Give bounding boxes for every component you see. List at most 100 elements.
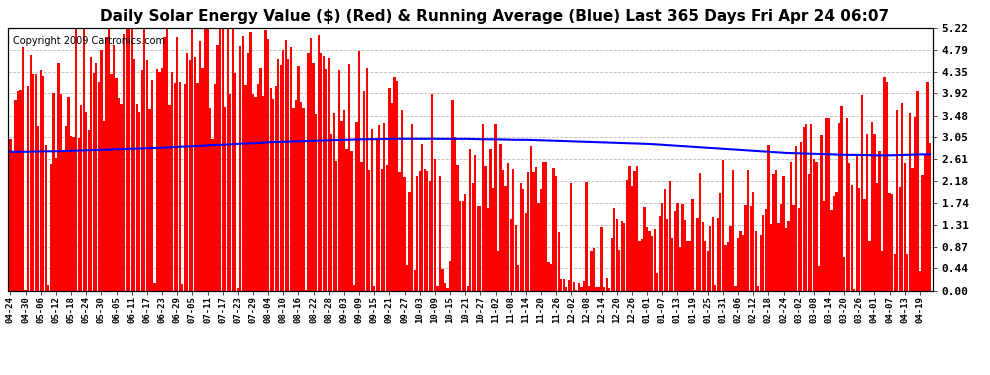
Bar (54, 158, 57, 291)
Bar (267, 39, 269, 291)
Bar (752, 192, 754, 291)
Bar (815, 162, 818, 291)
Bar (860, 94, 863, 291)
Bar (515, 225, 517, 291)
Bar (863, 199, 865, 291)
Bar (631, 186, 633, 291)
Bar (285, 40, 287, 291)
Bar (178, 82, 181, 291)
Bar (770, 224, 772, 291)
Bar (434, 159, 436, 291)
Bar (494, 124, 497, 291)
Bar (471, 183, 474, 291)
Bar (550, 264, 552, 291)
Bar (704, 241, 706, 291)
Bar (232, 28, 234, 291)
Bar (32, 74, 35, 291)
Bar (469, 149, 471, 291)
Bar (150, 80, 153, 291)
Bar (477, 206, 479, 291)
Bar (497, 251, 499, 291)
Bar (40, 70, 42, 291)
Bar (313, 63, 315, 291)
Bar (360, 162, 362, 291)
Bar (603, 288, 605, 291)
Bar (373, 286, 375, 291)
Bar (247, 53, 249, 291)
Bar (90, 57, 92, 291)
Bar (535, 166, 537, 291)
Bar (629, 166, 631, 291)
Bar (866, 134, 868, 291)
Bar (606, 278, 608, 291)
Bar (30, 56, 32, 291)
Bar (855, 155, 858, 291)
Bar (679, 247, 681, 291)
Bar (302, 108, 305, 291)
Bar (461, 201, 463, 291)
Bar (59, 94, 62, 291)
Bar (479, 206, 481, 291)
Bar (186, 53, 188, 291)
Bar (103, 120, 105, 291)
Bar (245, 86, 247, 291)
Bar (489, 149, 492, 291)
Bar (593, 248, 595, 291)
Bar (82, 28, 85, 291)
Bar (697, 218, 699, 291)
Bar (370, 129, 373, 291)
Bar (20, 90, 22, 291)
Bar (199, 40, 201, 291)
Bar (922, 175, 924, 291)
Bar (927, 82, 929, 291)
Bar (290, 47, 292, 291)
Bar (782, 176, 785, 291)
Bar (562, 279, 565, 291)
Bar (421, 144, 424, 291)
Bar (272, 99, 274, 291)
Bar (853, 288, 855, 291)
Bar (775, 170, 777, 291)
Bar (318, 35, 320, 291)
Bar (838, 123, 841, 291)
Bar (709, 226, 712, 291)
Bar (401, 110, 403, 291)
Bar (805, 124, 808, 291)
Bar (206, 28, 209, 291)
Bar (858, 188, 860, 291)
Bar (259, 68, 261, 291)
Bar (891, 194, 893, 291)
Bar (166, 28, 168, 291)
Bar (653, 229, 655, 291)
Bar (325, 69, 328, 291)
Bar (191, 28, 193, 291)
Bar (277, 59, 279, 291)
Bar (651, 236, 653, 291)
Bar (12, 153, 14, 291)
Bar (828, 117, 831, 291)
Bar (567, 280, 570, 291)
Bar (533, 172, 535, 291)
Bar (347, 64, 350, 291)
Bar (256, 84, 259, 291)
Bar (183, 84, 186, 291)
Bar (663, 189, 666, 291)
Bar (328, 58, 330, 291)
Bar (336, 161, 338, 291)
Bar (896, 110, 898, 291)
Bar (338, 70, 340, 291)
Bar (320, 53, 323, 291)
Bar (65, 126, 67, 291)
Bar (836, 192, 838, 291)
Bar (522, 189, 525, 291)
Bar (88, 130, 90, 291)
Bar (648, 231, 650, 291)
Bar (780, 204, 782, 291)
Bar (613, 208, 616, 291)
Bar (645, 227, 648, 291)
Bar (398, 172, 401, 291)
Bar (297, 66, 300, 291)
Bar (391, 103, 393, 291)
Bar (333, 114, 335, 291)
Bar (50, 164, 52, 291)
